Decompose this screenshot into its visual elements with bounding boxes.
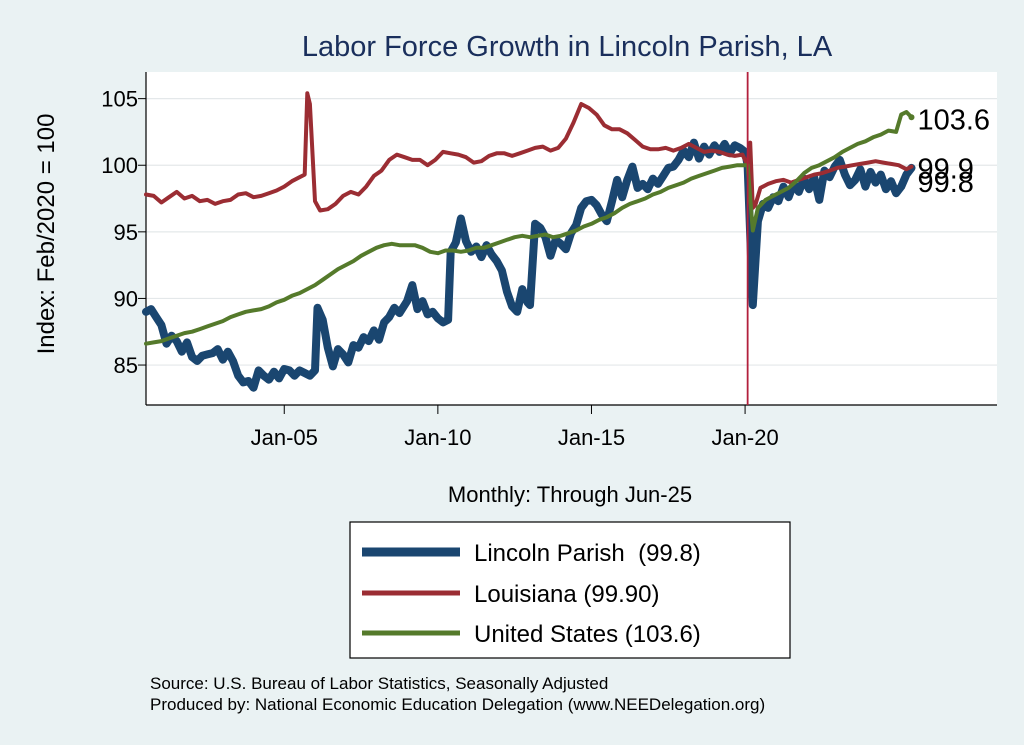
legend-label-united-states: United States (103.6) <box>474 621 701 648</box>
x-tick-label: Jan-15 <box>558 425 625 450</box>
legend: Lincoln Parish (99.8) Louisiana (99.90) … <box>349 521 791 659</box>
series-layer <box>142 91 916 392</box>
y-tick-label: 100 <box>101 153 138 178</box>
producer-note: Produced by: National Economic Education… <box>150 695 765 714</box>
y-tick-label: 85 <box>114 353 138 378</box>
x-axis-label: Monthly: Through Jun-25 <box>448 482 692 507</box>
y-tick-label: 105 <box>101 87 138 112</box>
series-line-united-states <box>144 110 914 346</box>
x-tick-label: Jan-10 <box>404 425 471 450</box>
x-tick-label: Jan-20 <box>711 425 778 450</box>
y-tick-label: 90 <box>114 286 138 311</box>
end-point-united-states <box>908 114 915 121</box>
legend-label-lincoln-parish: Lincoln Parish (99.8) <box>474 540 701 567</box>
x-tick-label: Jan-05 <box>251 425 318 450</box>
source-note: Source: U.S. Bureau of Labor Statistics,… <box>150 674 608 693</box>
end-label: 103.6 <box>917 104 990 136</box>
chart-title: Labor Force Growth in Lincoln Parish, LA <box>302 31 833 63</box>
series-line-louisiana <box>144 91 914 213</box>
axes: 85 90 95 100 105 Jan-05 Jan-10 Jan-15 Jan-20 <box>101 72 997 450</box>
end-label: 99.8 <box>917 167 973 199</box>
end-label: 99.9 <box>917 154 973 186</box>
end-labels: 103.6 99.999.8 <box>917 104 990 199</box>
y-tick-label: 95 <box>114 220 138 245</box>
y-axis-label: Index: Feb/2020 = 100 <box>33 114 60 355</box>
legend-label-louisiana: Louisiana (99.90) <box>474 581 659 608</box>
